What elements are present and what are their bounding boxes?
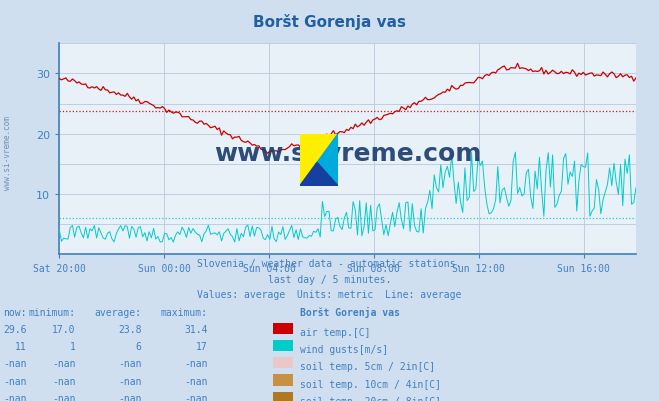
Text: -nan: -nan (118, 393, 142, 401)
Text: average:: average: (95, 307, 142, 317)
Text: air temp.[C]: air temp.[C] (300, 327, 370, 337)
Text: www.si-vreme.com: www.si-vreme.com (3, 115, 13, 189)
Text: -nan: -nan (3, 393, 26, 401)
Text: 1: 1 (70, 341, 76, 351)
Polygon shape (300, 134, 338, 186)
Text: -nan: -nan (184, 393, 208, 401)
Text: 11: 11 (14, 341, 26, 351)
Text: wind gusts[m/s]: wind gusts[m/s] (300, 344, 388, 354)
Text: soil temp. 10cm / 4in[C]: soil temp. 10cm / 4in[C] (300, 379, 441, 389)
Text: Boršt Gorenja vas: Boršt Gorenja vas (253, 14, 406, 30)
Text: -nan: -nan (52, 358, 76, 369)
Text: soil temp. 5cm / 2in[C]: soil temp. 5cm / 2in[C] (300, 362, 435, 371)
Text: -nan: -nan (118, 358, 142, 369)
Text: soil temp. 20cm / 8in[C]: soil temp. 20cm / 8in[C] (300, 396, 441, 401)
Text: Values: average  Units: metric  Line: average: Values: average Units: metric Line: aver… (197, 289, 462, 299)
Text: -nan: -nan (52, 376, 76, 386)
Text: 23.8: 23.8 (118, 324, 142, 334)
Text: 6: 6 (136, 341, 142, 351)
Text: minimum:: minimum: (29, 307, 76, 317)
Text: maximum:: maximum: (161, 307, 208, 317)
Text: Slovenia / weather data - automatic stations.: Slovenia / weather data - automatic stat… (197, 259, 462, 269)
Text: -nan: -nan (118, 376, 142, 386)
Text: 17.0: 17.0 (52, 324, 76, 334)
Text: 17: 17 (196, 341, 208, 351)
Polygon shape (300, 163, 338, 186)
Text: -nan: -nan (3, 376, 26, 386)
Text: www.si-vreme.com: www.si-vreme.com (214, 142, 481, 166)
Text: now:: now: (3, 307, 26, 317)
Text: -nan: -nan (184, 358, 208, 369)
Text: 31.4: 31.4 (184, 324, 208, 334)
Text: -nan: -nan (184, 376, 208, 386)
Text: 29.6: 29.6 (3, 324, 26, 334)
Text: Boršt Gorenja vas: Boršt Gorenja vas (300, 306, 400, 317)
Text: -nan: -nan (3, 358, 26, 369)
Polygon shape (300, 134, 338, 186)
Text: -nan: -nan (52, 393, 76, 401)
Text: last day / 5 minutes.: last day / 5 minutes. (268, 274, 391, 284)
